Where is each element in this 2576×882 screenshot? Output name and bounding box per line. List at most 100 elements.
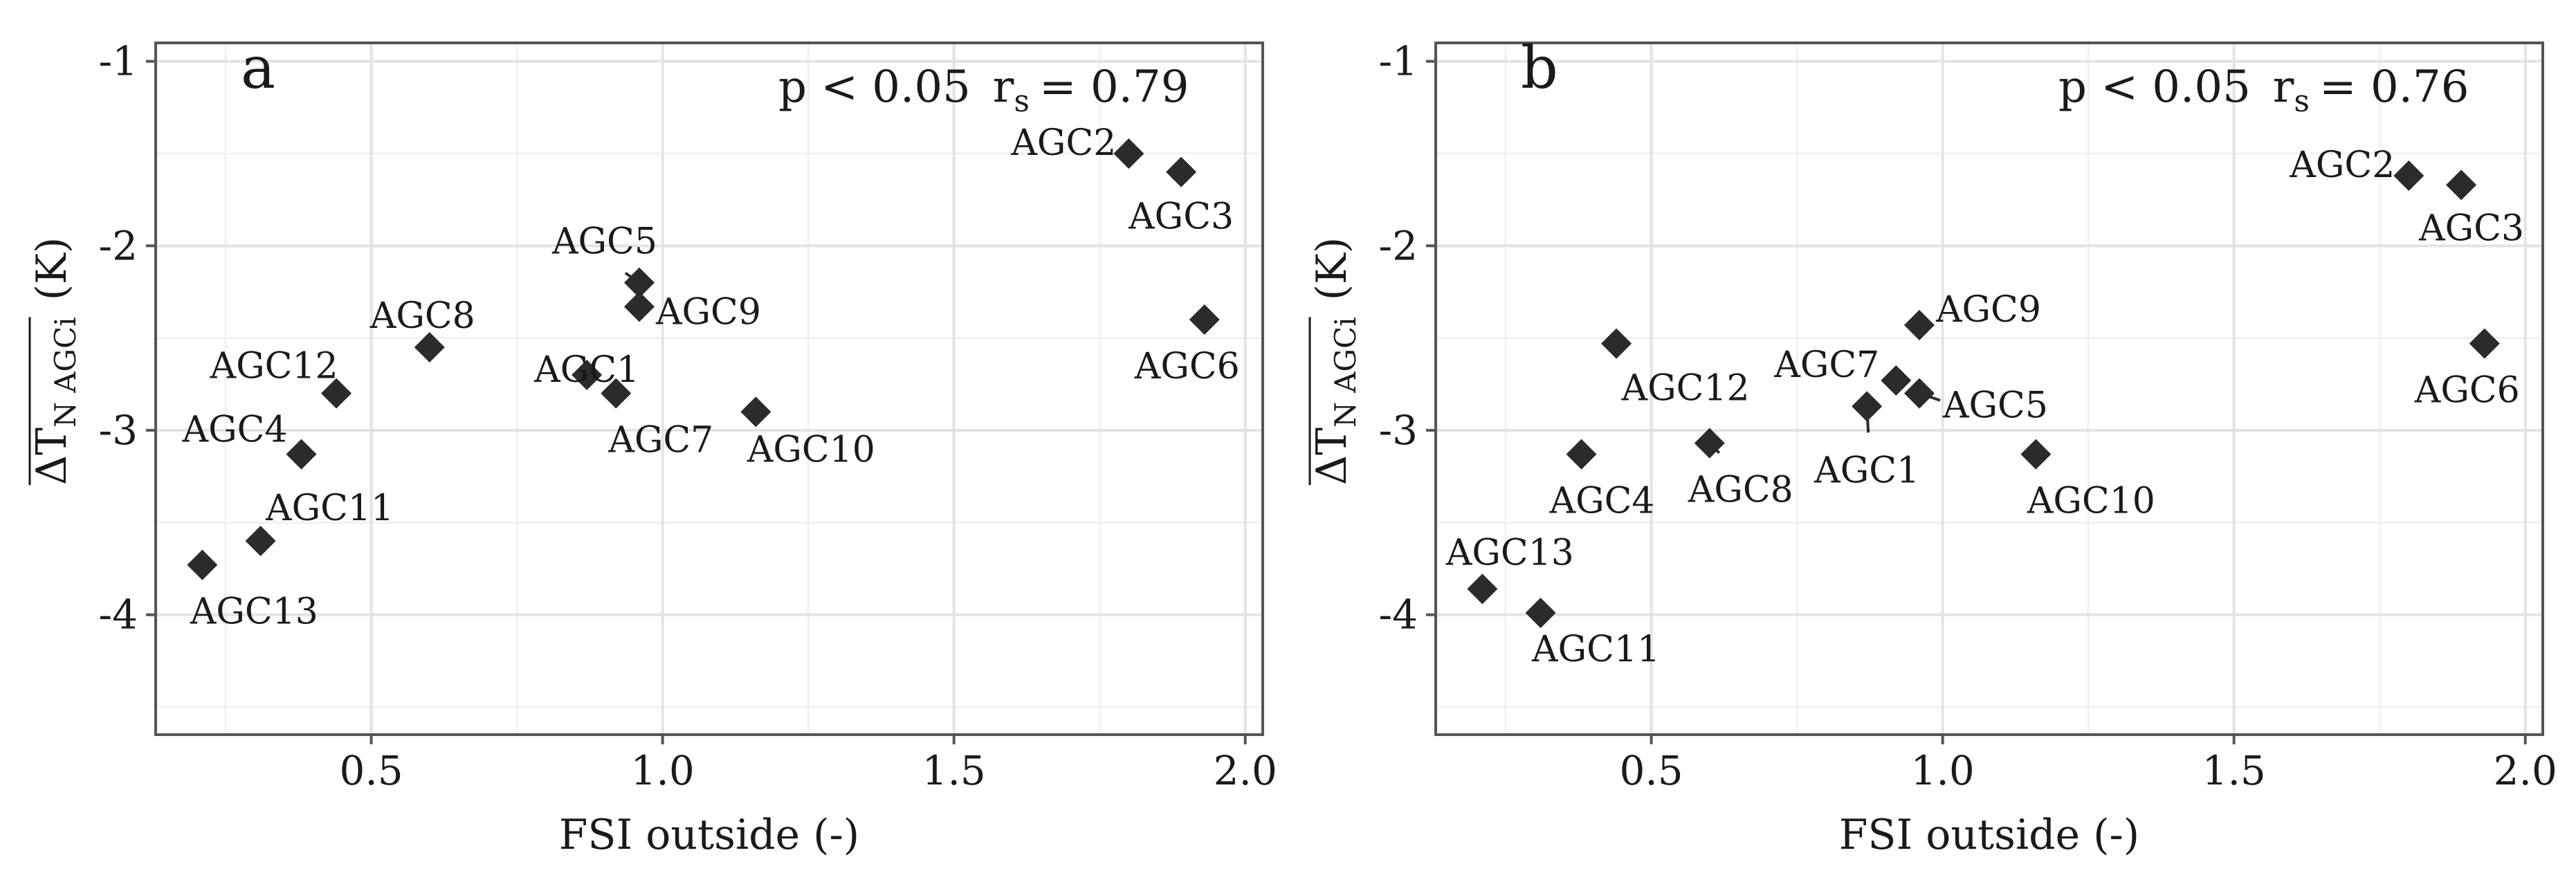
data-point-marker [1903,378,1935,409]
panel-letter: a [241,34,275,102]
statistics-annotation: p < 0.05 rs = 0.76 [2058,62,2469,119]
data-point-marker [572,360,603,390]
y-axis-title-subscript: N AGCi [1328,317,1362,428]
data-point-marker [1601,328,1632,359]
y-tick-label: -3 [1379,407,1418,454]
point-agc13: AGC13 [187,549,318,633]
panel-a: 0.5 1.0 1.5 2.0 -1 -2 -3 -4 FSI outside (-) ΔTN A… [28,34,1277,859]
point-agc6: AGC6 [1134,304,1240,387]
data-point-label: AGC4 [1549,481,1655,522]
data-point-label: AGC8 [369,295,475,337]
plot-frame [1434,42,2544,736]
p-value-text: p < 0.05 [2058,62,2273,113]
data-point-label: AGC10 [2027,481,2155,522]
data-point-marker [1467,573,1498,605]
r-value-text: = 0.76 [2319,62,2469,113]
point-agc4: AGC4 [1549,439,1655,522]
data-point-label: AGC5 [1942,385,2048,427]
x-tick-label: 1.5 [922,747,986,794]
data-point-label: AGC6 [2414,370,2520,412]
r-subscript: s [1014,84,1030,119]
panel-b: 0.5 1.0 1.5 2.0 -1 -2 -3 -4 FSI outside (-) ΔTN A… [1308,34,2557,859]
point-agc11: AGC11 [1525,598,1660,670]
data-point-marker [2446,169,2477,201]
data-point-marker [1525,598,1556,628]
data-point-marker [1903,310,1935,340]
data-point-marker [1113,138,1144,169]
data-point-marker [1166,156,1197,187]
point-agc8: AGC8 [369,295,475,362]
data-point-label: AGC11 [1531,629,1660,670]
y-tick-label: -3 [99,407,138,454]
r-value-text: = 0.79 [1039,62,1189,113]
data-point-marker [1881,365,1912,396]
data-point-marker [740,396,771,428]
x-tick-label: 2.0 [1214,747,1277,794]
r-subscript: s [2294,84,2310,119]
data-point-label: AGC7 [1773,344,1879,386]
data-point-marker [1694,428,1725,459]
data-point-marker [245,526,276,556]
x-tick-label: 1.5 [2202,747,2266,794]
data-point-marker [1852,391,1883,422]
data-point-label: AGC8 [1688,470,1793,511]
point-agc6: AGC6 [2414,328,2520,412]
data-point-marker [2469,328,2500,359]
data-point-marker [414,332,445,362]
point-agc4: AGC4 [182,410,317,470]
point-agc13: AGC13 [1445,532,1574,605]
data-point-label: AGC7 [608,420,713,461]
data-point-marker [623,291,655,322]
data-point-label: AGC3 [2418,208,2524,249]
data-point-marker [623,267,655,298]
x-tick-label: 0.5 [1619,747,1683,794]
y-tick-label: -4 [1379,591,1418,638]
data-point-label: AGC4 [182,410,288,451]
point-agc9: AGC9 [623,291,761,333]
data-point-marker [1566,439,1597,470]
data-point-label: AGC3 [1128,196,1234,238]
svg-text:ΔTN AGCi(K): ΔTN AGCi (K) [28,237,82,486]
svg-text:ΔTN AGCi(K): ΔTN AGCi (K) [1308,237,1362,486]
x-tick-label: 1.0 [1911,747,1975,794]
point-agc2: AGC2 [2289,145,2424,191]
point-agc3: AGC3 [2418,169,2524,249]
p-value-text: p < 0.05 [778,62,993,113]
y-tick-label: -2 [99,222,138,269]
data-point-marker [1189,304,1220,335]
plot-frame [154,42,1264,736]
r-symbol: r [993,62,1014,113]
data-point-label: AGC2 [1010,122,1116,164]
y-tick-label: -2 [1379,222,1418,269]
data-point-label: AGC12 [1621,368,1750,410]
x-axis-title: FSI outside (-) [559,811,859,859]
y-axis-title: ΔTN AGCi (K) [1308,237,1362,486]
x-tick-label: 0.5 [339,747,403,794]
data-point-label: AGC2 [2289,145,2395,186]
data-point-marker [286,439,317,470]
point-agc10: AGC10 [2020,439,2155,522]
point-agc12: AGC12 [1601,328,1750,410]
point-agc9: AGC9 [1903,289,2041,340]
data-point-marker [321,378,352,409]
point-agc2: AGC2 [1010,122,1144,169]
point-agc5: AGC5 [551,221,657,298]
y-axis-title-unit: (K) [1308,237,1356,301]
point-agc7: AGC7 [1773,344,1912,396]
data-point-label: AGC9 [1935,289,2041,331]
data-point-label: AGC13 [190,591,318,633]
y-axis-title-unit: (K) [28,237,76,301]
data-point-marker [2393,160,2424,191]
data-point-marker [187,549,218,580]
data-point-label: AGC6 [1134,346,1240,387]
data-point-marker [601,378,632,409]
data-point-label: AGC10 [747,429,875,470]
data-point-label: AGC5 [551,221,657,263]
point-agc11: AGC11 [245,488,394,556]
x-tick-label: 2.0 [2494,747,2557,794]
data-point-label: AGC11 [265,488,394,529]
point-agc8: AGC8 [1688,428,1793,511]
r-symbol: r [2273,62,2294,113]
panel-letter: b [1521,34,1558,102]
